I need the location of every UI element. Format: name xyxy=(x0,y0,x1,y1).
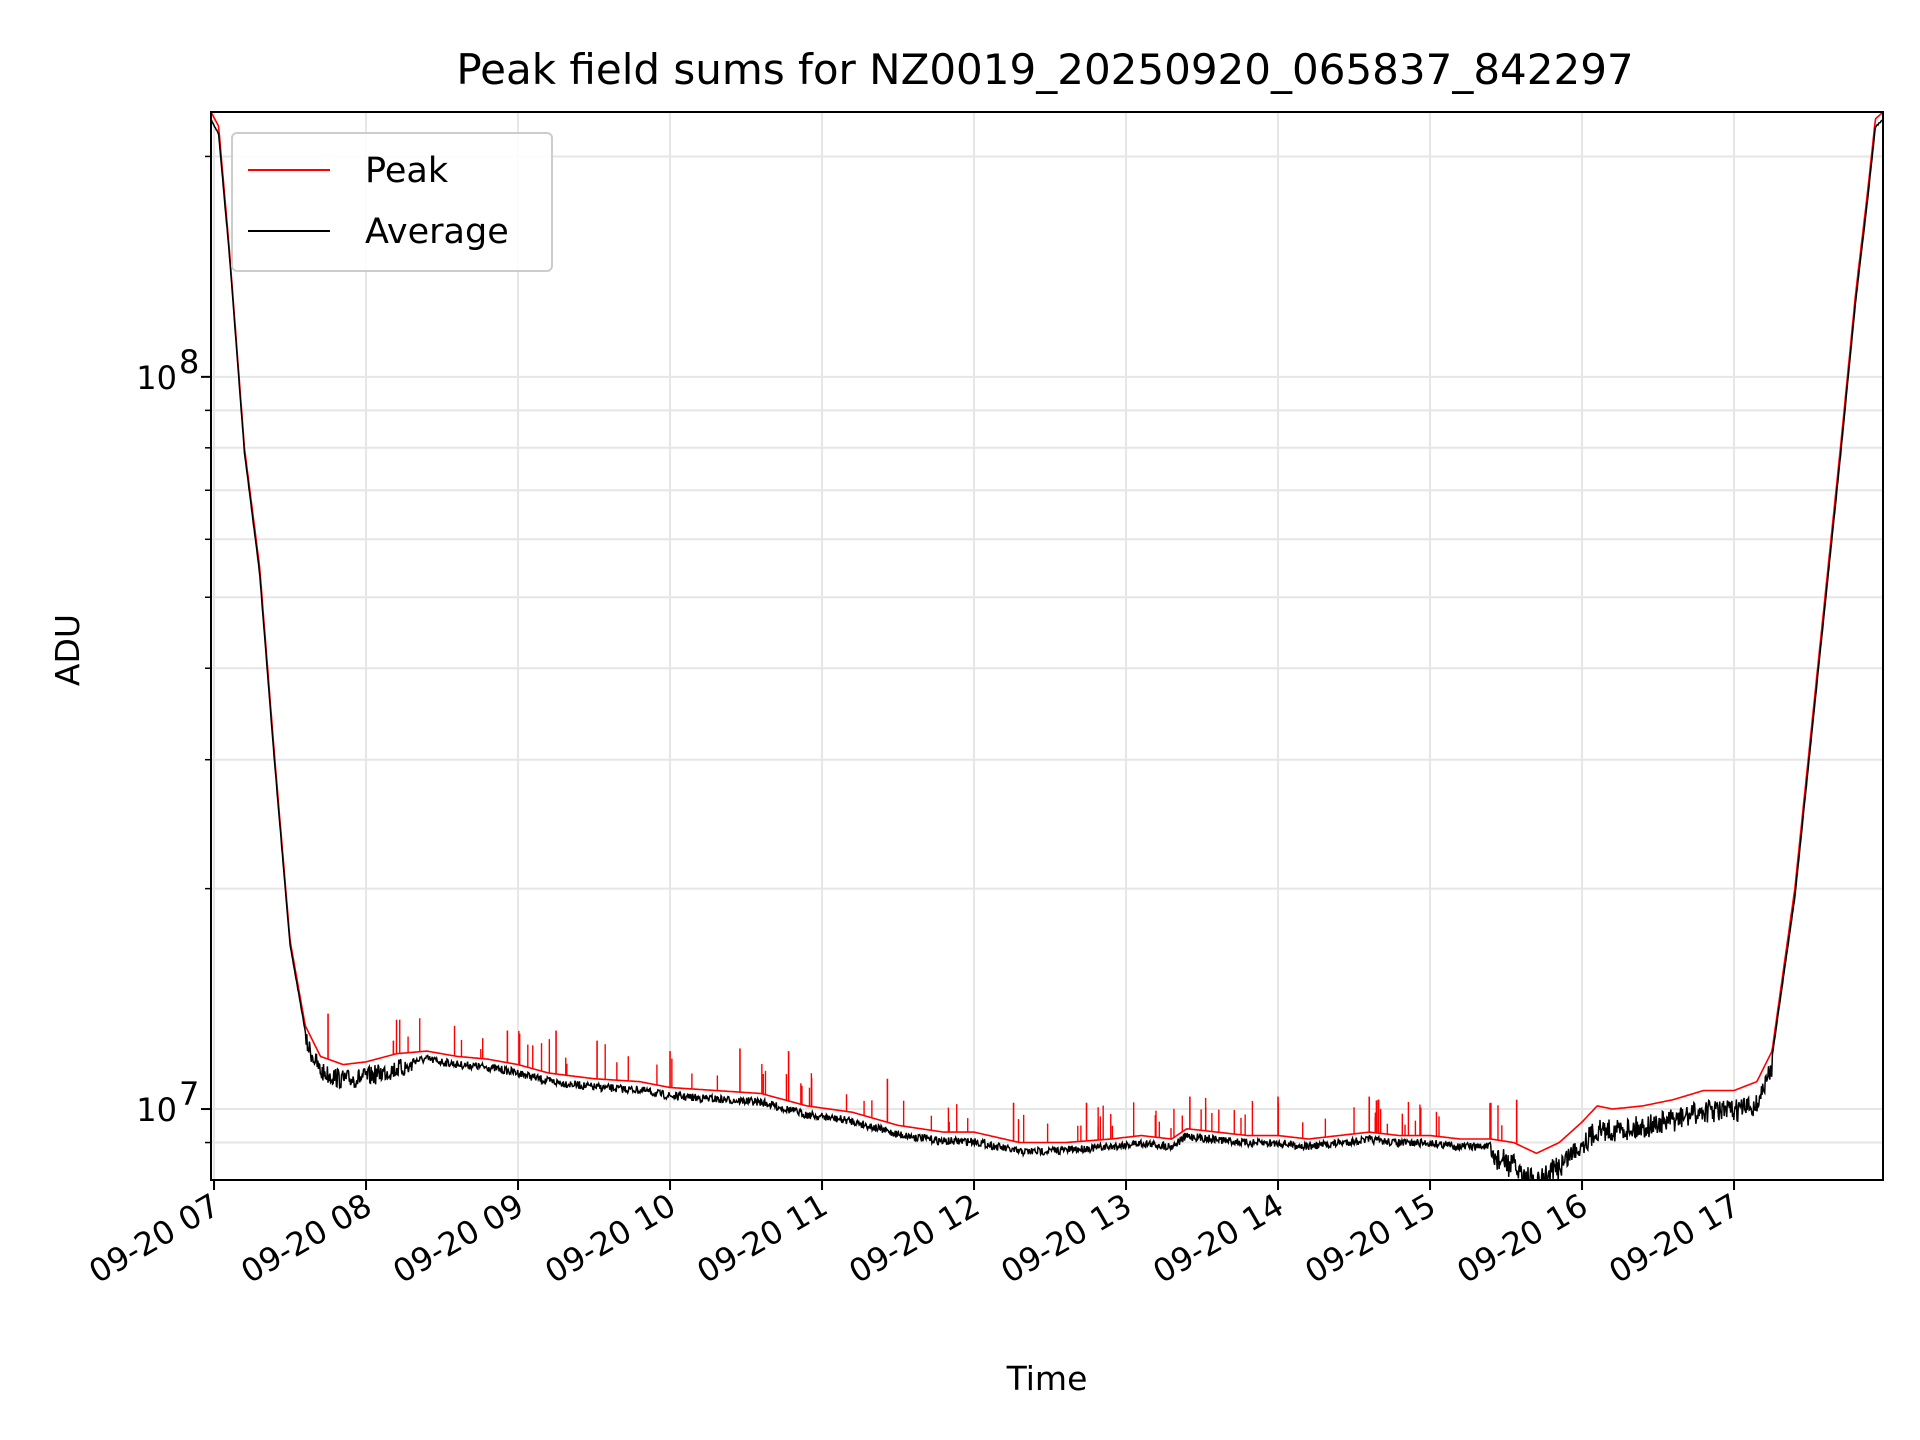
grid xyxy=(211,112,1883,1180)
legend-label-peak: Peak xyxy=(365,151,449,191)
series-line-average xyxy=(211,119,1883,1180)
legend: Peak Average xyxy=(231,132,553,272)
plot-frame xyxy=(210,111,1884,1181)
legend-box xyxy=(231,132,553,272)
y-axis-label: ADU xyxy=(48,614,87,686)
y-tick-label-exponent: 7 xyxy=(179,1075,199,1113)
y-tick-label: 10 xyxy=(136,359,177,397)
series-layer xyxy=(211,112,1883,1180)
chart-title: Peak field sums for NZ0019_20250920_0658… xyxy=(456,45,1633,94)
legend-label-average: Average xyxy=(365,212,509,252)
y-tick-label: 10 xyxy=(136,1091,177,1129)
y-tick-label-exponent: 8 xyxy=(179,343,199,381)
x-axis-label: Time xyxy=(1006,1359,1088,1398)
